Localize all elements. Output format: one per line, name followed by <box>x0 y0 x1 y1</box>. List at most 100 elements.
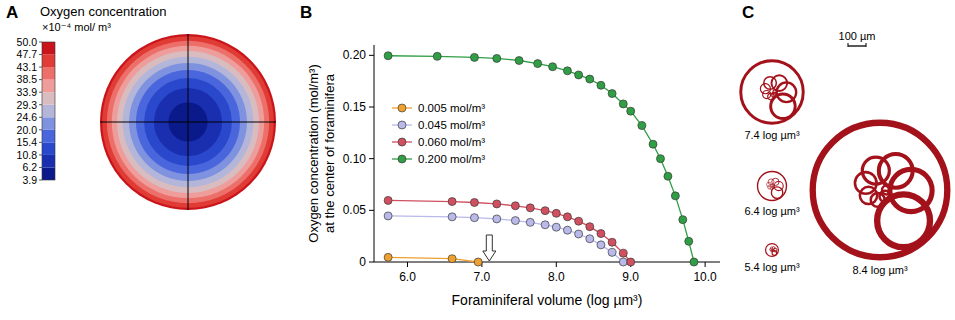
colorbar-tick <box>39 180 42 181</box>
panel-a: AOxygen concentration×10⁻⁴ mol/ m³3.96.2… <box>6 3 276 210</box>
data-point <box>493 54 501 62</box>
y-axis <box>374 45 375 262</box>
scale-bar <box>848 45 866 47</box>
data-point <box>541 207 549 215</box>
x-tick-label: 8.0 <box>548 270 565 284</box>
legend-label: 0.045 mol/m³ <box>418 119 485 131</box>
chamber <box>768 179 774 185</box>
legend-marker <box>398 155 406 163</box>
y-tick-label: 0.10 <box>343 152 367 166</box>
data-point <box>552 223 560 231</box>
colorbar-band <box>42 67 55 80</box>
data-point <box>470 214 478 222</box>
specimen <box>758 172 787 201</box>
colorbar-tick-label: 15.4 <box>17 136 38 148</box>
colorbar-band <box>42 167 55 180</box>
data-point <box>586 75 594 83</box>
data-point <box>534 60 542 68</box>
data-point <box>470 198 478 206</box>
specimen <box>741 61 803 123</box>
data-point <box>656 155 664 163</box>
legend-marker <box>398 104 406 112</box>
y-tick <box>369 262 374 263</box>
colorbar-tick-label: 20.0 <box>17 124 38 136</box>
colorbar-band <box>42 92 55 105</box>
colorbar-tick <box>39 142 42 143</box>
colorbar-tick-label: 6.2 <box>22 161 37 173</box>
legend-label: 0.060 mol/m³ <box>418 136 485 148</box>
data-point <box>526 218 534 226</box>
data-point <box>608 238 616 246</box>
colorbar-tick-label: 38.5 <box>17 73 38 85</box>
y-tick-label: 0 <box>359 255 366 269</box>
legend-label: 0.200 mol/m³ <box>418 153 485 165</box>
series-line <box>388 200 631 262</box>
chamber <box>862 157 889 184</box>
x-tick <box>407 262 408 267</box>
data-point <box>563 67 571 75</box>
colorbar-tick <box>39 129 42 130</box>
y-tick <box>369 55 374 56</box>
legend: 0.005 mol/m³0.045 mol/m³0.060 mol/m³0.20… <box>392 102 485 165</box>
colorbar-band <box>42 80 55 93</box>
data-point <box>679 216 687 224</box>
data-point <box>552 209 560 217</box>
data-point <box>563 226 571 234</box>
colorbar-title: Oxygen concentration <box>40 4 166 19</box>
scale-bar-label: 100 µm <box>839 30 876 42</box>
shell-outline <box>758 172 787 201</box>
data-point <box>627 107 635 115</box>
legend-marker <box>398 138 406 146</box>
colorbar-band <box>42 130 55 143</box>
colorbar-tick-label: 50.0 <box>17 36 38 48</box>
panel-b: B00.050.100.150.206.07.08.09.010.0Forami… <box>300 3 720 308</box>
data-point <box>619 258 627 266</box>
colorbar-tick-label: 33.9 <box>17 86 38 98</box>
data-point <box>608 248 616 256</box>
cross-line <box>188 34 189 210</box>
data-point <box>384 212 392 220</box>
data-point <box>433 52 441 60</box>
specimen-label: 8.4 log µm³ <box>852 264 908 276</box>
specimen-label: 5.4 log µm³ <box>744 261 800 273</box>
colorbar-tick-label: 24.6 <box>17 111 38 123</box>
data-point <box>627 258 635 266</box>
y-tick-label: 0.05 <box>343 203 367 217</box>
data-point <box>575 217 583 225</box>
data-point <box>664 172 672 180</box>
panel-letter: A <box>6 3 18 22</box>
data-point <box>597 81 605 89</box>
colorbar-tick <box>39 167 42 168</box>
data-point <box>638 122 646 130</box>
data-point <box>563 213 571 221</box>
data-point <box>493 215 501 223</box>
colorbar-band <box>42 105 55 118</box>
data-point <box>619 249 627 257</box>
x-axis <box>374 262 720 263</box>
colorbar-tick <box>39 67 42 68</box>
data-point <box>448 213 456 221</box>
panel-letter: B <box>300 3 312 22</box>
data-point <box>384 196 392 204</box>
specimen <box>766 244 779 257</box>
data-point <box>511 202 519 210</box>
y-tick <box>369 210 374 211</box>
data-point <box>671 192 679 200</box>
figure: AOxygen concentration×10⁻⁴ mol/ m³3.96.2… <box>0 0 955 320</box>
data-point <box>511 217 519 225</box>
colorbar-tick-label: 29.3 <box>17 99 38 111</box>
ring <box>100 34 276 210</box>
y-axis-title: Oxygen concentration (mol/m³) <box>306 64 321 242</box>
colorbar-tick-label: 3.9 <box>22 174 37 186</box>
data-point <box>586 235 594 243</box>
legend-marker <box>398 121 406 129</box>
colorbar-tick-label: 10.8 <box>17 149 38 161</box>
shell-outline <box>813 123 948 258</box>
series-line <box>388 56 694 262</box>
colorbar-tick <box>39 42 42 43</box>
y-tick-label: 0.20 <box>343 48 367 62</box>
data-point <box>541 221 549 229</box>
data-point <box>649 140 657 148</box>
x-tick-label: 9.0 <box>622 270 639 284</box>
x-tick <box>705 262 706 267</box>
